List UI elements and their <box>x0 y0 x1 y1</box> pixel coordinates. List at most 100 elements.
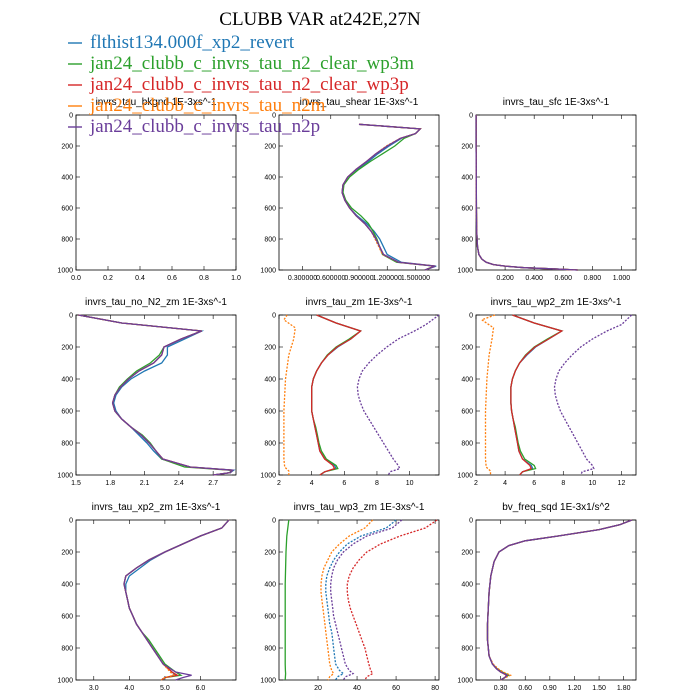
y-tick-label: 200 <box>461 144 473 151</box>
series-line-1 <box>486 519 633 681</box>
panel-title: invrs_tau_xp2_zm 1E-3xs^-1 <box>92 502 221 513</box>
panel-title: invrs_tau_wp3_zm 1E-3xs^-1 <box>294 502 425 513</box>
y-tick-label: 800 <box>61 646 73 653</box>
series-line-4 <box>78 314 235 476</box>
y-tick-label: 0 <box>469 113 473 120</box>
y-tick-label: 200 <box>264 550 276 557</box>
legend-item-4: jan24_clubb_c_invrs_tau_n2p <box>68 116 320 137</box>
plot-frame <box>475 114 637 271</box>
x-tick-label: 0.600 <box>555 275 573 282</box>
panel-5: invrs_tau_wp2_zm 1E-3xs^-1 0 200 400 600 800 1… <box>457 297 637 487</box>
panel-1: invrs_tau_shear 1E-3xs^-1 0 200 400 600 800 10… <box>260 97 440 282</box>
y-tick-label: 600 <box>264 206 276 213</box>
y-tick-label: 1000 <box>260 473 276 480</box>
y-tick-label: 400 <box>461 175 473 182</box>
y-tick-label: 1000 <box>260 268 276 275</box>
series-line-3 <box>320 519 374 681</box>
panel-8: bv_freq_sqd 1E-3x1/s^2 0 200 400 600 800 1000 0… <box>457 502 637 692</box>
series-line-3 <box>475 115 578 271</box>
panel-title: invrs_tau_no_N2_zm 1E-3xs^-1 <box>85 297 227 308</box>
x-tick-label: 0.800 <box>584 275 602 282</box>
series-line-2 <box>123 519 230 681</box>
x-tick-label: 1.0 <box>231 275 241 282</box>
series-line-0 <box>125 519 230 681</box>
series-line-2 <box>346 519 438 681</box>
x-tick-label: 1.000 <box>613 275 631 282</box>
panel-7: invrs_tau_wp3_zm 1E-3xs^-1 0 200 400 600 800 1… <box>260 502 440 692</box>
x-tick-label: 80 <box>431 685 439 692</box>
series-line-4 <box>356 314 440 476</box>
series-line-4 <box>341 123 436 271</box>
y-tick-label: 800 <box>461 237 473 244</box>
series-line-1 <box>284 519 290 681</box>
series-line-2 <box>475 115 578 271</box>
series-line-0 <box>325 519 397 681</box>
x-tick-label: 0.900000 <box>344 275 373 282</box>
y-tick-label: 400 <box>264 377 276 384</box>
legend-label: flthist134.000f_xp2_revert <box>90 32 295 53</box>
y-tick-label: 1000 <box>457 473 473 480</box>
y-tick-label: 0 <box>272 113 276 120</box>
panel-6: invrs_tau_xp2_zm 1E-3xs^-1 0 200 400 600 800 1… <box>57 502 237 692</box>
legend-label: jan24_clubb_c_invrs_tau_n2_clear_wp3p <box>89 74 409 95</box>
x-tick-label: 2 <box>474 480 478 487</box>
y-tick-label: 600 <box>461 614 473 621</box>
y-tick-label: 0 <box>69 313 73 320</box>
panel-title: invrs_tau_wp2_zm 1E-3xs^-1 <box>491 297 622 308</box>
y-tick-label: 1000 <box>260 678 276 685</box>
series-line-2 <box>311 314 362 476</box>
y-tick-label: 1000 <box>57 678 73 685</box>
x-tick-label: 1.20 <box>568 685 582 692</box>
series-line-2 <box>486 519 633 681</box>
x-tick-label: 1.8 <box>105 480 115 487</box>
x-tick-label: 0.60 <box>518 685 532 692</box>
series-line-4 <box>553 314 633 476</box>
panel-title: invrs_tau_shear 1E-3xs^-1 <box>300 97 419 108</box>
y-tick-label: 200 <box>61 550 73 557</box>
legend-label: jan24_clubb_c_invrs_tau_n2m <box>89 95 326 116</box>
x-tick-label: 3.0 <box>89 685 99 692</box>
x-tick-label: 6 <box>532 480 536 487</box>
series-line-3 <box>486 519 633 681</box>
y-tick-label: 200 <box>461 345 473 352</box>
panel-0: invrs_tau_bkgnd 1E-3xs^-1 0 200 400 600 800 10… <box>57 97 241 282</box>
series-line-3 <box>480 314 496 475</box>
y-tick-label: 200 <box>61 144 73 151</box>
y-tick-label: 400 <box>264 175 276 182</box>
x-tick-label: 10 <box>588 480 596 487</box>
x-tick-label: 0.90 <box>543 685 557 692</box>
x-tick-label: 0.6 <box>167 275 177 282</box>
plot-frame <box>75 519 237 681</box>
series-line-1 <box>475 115 578 271</box>
y-tick-label: 800 <box>461 646 473 653</box>
series-line-0 <box>486 519 633 681</box>
legend-item-2: jan24_clubb_c_invrs_tau_n2_clear_wp3p <box>68 74 409 95</box>
legend-item-3: jan24_clubb_c_invrs_tau_n2m <box>68 95 326 116</box>
x-tick-label: 4 <box>310 480 314 487</box>
y-tick-label: 0 <box>69 518 73 525</box>
y-tick-label: 600 <box>461 409 473 416</box>
panel-grid: invrs_tau_bkgnd 1E-3xs^-1020040060080010… <box>57 97 637 692</box>
series-line-0 <box>341 123 437 271</box>
x-tick-label: 0.0 <box>71 275 81 282</box>
figure-title: CLUBB VAR at242E,27N <box>219 9 421 30</box>
x-tick-label: 0.600000 <box>316 275 345 282</box>
y-tick-label: 0 <box>69 113 73 120</box>
x-tick-label: 10 <box>406 480 414 487</box>
y-tick-label: 0 <box>272 518 276 525</box>
x-tick-label: 40 <box>353 685 361 692</box>
x-tick-label: 2.1 <box>140 480 150 487</box>
y-tick-label: 800 <box>461 441 473 448</box>
y-tick-label: 600 <box>461 206 473 213</box>
y-tick-label: 600 <box>61 206 73 213</box>
x-tick-label: 6.0 <box>196 685 206 692</box>
legend-label: jan24_clubb_c_invrs_tau_n2p <box>89 116 320 137</box>
y-tick-label: 400 <box>61 377 73 384</box>
y-tick-label: 200 <box>264 345 276 352</box>
y-tick-label: 1000 <box>57 268 73 275</box>
x-tick-label: 0.8 <box>199 275 209 282</box>
y-tick-label: 400 <box>61 175 73 182</box>
panel-title: bv_freq_sqd 1E-3x1/s^2 <box>502 502 610 513</box>
x-tick-label: 0.30 <box>494 685 508 692</box>
x-tick-label: 2 <box>277 480 281 487</box>
